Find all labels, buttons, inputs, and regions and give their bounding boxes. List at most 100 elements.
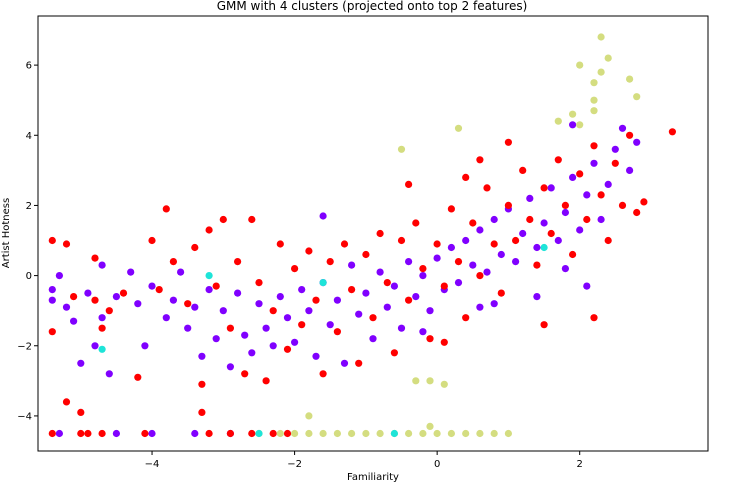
data-point-s1-82 xyxy=(504,138,512,146)
data-point-s1-33 xyxy=(312,296,320,304)
data-point-s2-13 xyxy=(397,145,406,153)
data-point-s0-88 xyxy=(112,429,120,438)
data-point-s0-93 xyxy=(419,328,427,336)
data-point-s1-19 xyxy=(212,282,220,290)
data-point-s1-88 xyxy=(48,429,56,438)
data-point-s0-89 xyxy=(148,429,156,438)
data-point-s0-73 xyxy=(569,173,577,181)
data-point-s2-0 xyxy=(597,33,605,41)
chart-title: GMM with 4 clusters (projected onto top … xyxy=(217,0,528,13)
data-point-s1-21 xyxy=(226,324,234,332)
data-point-s1-79 xyxy=(640,198,648,206)
data-point-s1-86 xyxy=(540,321,548,329)
data-point-s1-74 xyxy=(604,236,612,245)
data-point-s0-18 xyxy=(177,268,185,276)
x-tick-label: 0 xyxy=(434,459,440,470)
data-point-s2-9 xyxy=(590,107,598,115)
data-point-s1-75 xyxy=(611,159,619,167)
data-point-s0-60 xyxy=(476,226,484,234)
data-point-s0-11 xyxy=(112,293,120,301)
data-point-s1-57 xyxy=(483,184,491,192)
data-point-s0-80 xyxy=(618,124,627,132)
data-point-s0-85 xyxy=(533,293,541,301)
data-point-s2-16 xyxy=(440,380,448,388)
data-point-s0-94 xyxy=(476,303,484,311)
data-point-s0-46 xyxy=(376,268,384,276)
data-point-s1-67 xyxy=(554,156,562,164)
data-point-s1-65 xyxy=(540,184,548,192)
data-point-s1-46 xyxy=(405,296,413,304)
data-point-s2-7 xyxy=(604,54,612,62)
data-point-s0-42 xyxy=(348,261,356,269)
data-point-s0-61 xyxy=(483,268,491,276)
data-point-s0-0 xyxy=(48,286,56,294)
data-point-s0-68 xyxy=(533,243,541,252)
data-point-s1-95 xyxy=(248,429,256,438)
data-point-s0-59 xyxy=(469,261,477,269)
data-point-s0-43 xyxy=(355,310,363,318)
data-point-s3-3 xyxy=(390,429,398,438)
data-point-s1-66 xyxy=(547,229,555,238)
data-point-s0-39 xyxy=(326,321,334,329)
data-point-s2-12 xyxy=(454,124,463,132)
data-point-s2-19 xyxy=(276,429,284,438)
data-point-s0-5 xyxy=(77,359,85,367)
data-point-s1-0 xyxy=(48,236,56,245)
data-point-s1-29 xyxy=(283,345,292,353)
y-tick-label: −2 xyxy=(17,341,32,352)
data-point-s0-71 xyxy=(554,236,562,245)
x-axis-label: Familiarity xyxy=(347,472,399,483)
data-point-s2-34 xyxy=(490,429,498,438)
data-point-s3-1 xyxy=(205,272,213,280)
data-point-s0-78 xyxy=(604,180,612,188)
data-point-s2-15 xyxy=(426,377,434,385)
data-point-s0-23 xyxy=(212,335,220,343)
data-point-s0-9 xyxy=(98,314,106,322)
x-tick-label: −2 xyxy=(287,459,302,470)
y-tick-label: 6 xyxy=(26,61,32,72)
data-point-s0-7 xyxy=(91,342,99,350)
data-point-s1-5 xyxy=(91,254,99,262)
data-point-s0-51 xyxy=(412,293,420,301)
data-point-s1-99 xyxy=(198,408,206,416)
data-point-s1-81 xyxy=(590,314,598,322)
data-point-s2-3 xyxy=(590,79,598,87)
data-point-s0-72 xyxy=(561,208,570,217)
data-point-s0-25 xyxy=(226,363,234,371)
data-point-s2-26 xyxy=(376,429,384,438)
data-point-s0-33 xyxy=(283,314,292,322)
data-point-s0-50 xyxy=(405,258,413,266)
data-point-s1-4 xyxy=(77,408,85,416)
data-point-s1-55 xyxy=(469,219,477,227)
data-point-s1-91 xyxy=(98,429,106,438)
data-point-s1-23 xyxy=(241,370,249,378)
data-point-s1-90 xyxy=(84,429,92,438)
data-point-s0-27 xyxy=(241,331,249,339)
data-point-s1-22 xyxy=(234,258,242,266)
data-point-s0-1 xyxy=(48,296,56,304)
data-point-s0-82 xyxy=(633,138,641,146)
data-point-s1-49 xyxy=(426,335,434,343)
data-point-s1-9 xyxy=(119,289,128,297)
data-point-s2-30 xyxy=(433,429,441,438)
data-point-s1-85 xyxy=(440,338,448,346)
data-point-s1-25 xyxy=(255,279,263,287)
data-point-s1-44 xyxy=(390,349,398,357)
data-point-s0-52 xyxy=(419,272,427,280)
data-point-s0-41 xyxy=(340,359,349,367)
data-point-s1-70 xyxy=(576,170,584,178)
data-point-s1-61 xyxy=(511,236,520,245)
data-point-s0-90 xyxy=(191,429,199,438)
data-point-s1-16 xyxy=(191,243,199,252)
data-point-s1-18 xyxy=(205,226,213,234)
data-point-s0-40 xyxy=(333,296,341,304)
data-point-s1-15 xyxy=(184,300,192,308)
data-point-s2-22 xyxy=(319,429,327,438)
data-point-s1-47 xyxy=(412,219,420,227)
data-point-s1-64 xyxy=(533,261,541,269)
data-point-s1-3 xyxy=(70,293,78,301)
data-point-s0-29 xyxy=(255,300,263,308)
data-point-s1-39 xyxy=(355,359,363,367)
y-tick-label: 2 xyxy=(26,201,32,212)
